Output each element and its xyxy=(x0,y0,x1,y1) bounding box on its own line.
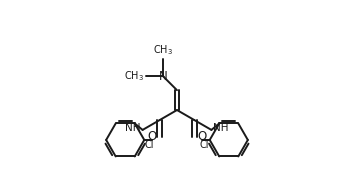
Text: NH: NH xyxy=(213,123,229,133)
Text: O: O xyxy=(147,130,156,143)
Text: Cl: Cl xyxy=(200,140,210,150)
Text: Cl: Cl xyxy=(144,140,154,150)
Text: NH: NH xyxy=(125,123,141,133)
Text: CH$_3$: CH$_3$ xyxy=(153,43,173,57)
Text: O: O xyxy=(198,130,207,143)
Text: N: N xyxy=(159,70,167,83)
Text: CH$_3$: CH$_3$ xyxy=(124,69,144,83)
